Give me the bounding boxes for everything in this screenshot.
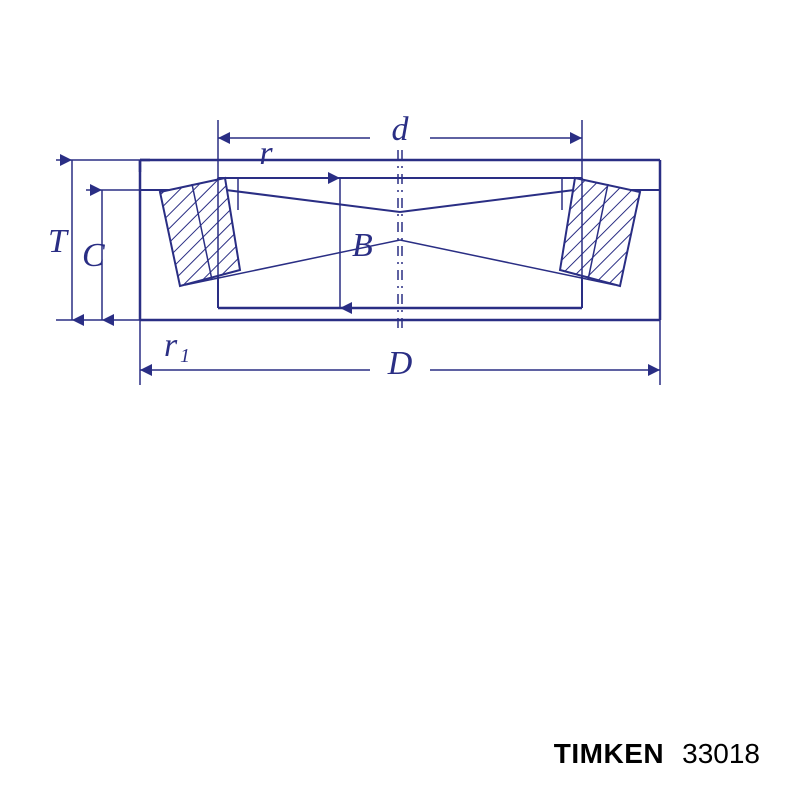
label-d: d: [392, 111, 410, 148]
roller-left: [160, 178, 240, 286]
label-T: T: [48, 223, 69, 260]
label-D: D: [387, 345, 413, 382]
bearing-diagram: d r D B T C r 1: [40, 60, 760, 460]
brand-name: TIMKEN: [554, 738, 664, 770]
part-number: 33018: [682, 738, 760, 770]
label-r: r: [259, 135, 273, 172]
label-r1-sub: 1: [180, 345, 190, 367]
bearing-svg: d r D B T C r 1: [40, 60, 760, 460]
roller-right: [560, 178, 640, 286]
label-C: C: [82, 237, 105, 274]
label-r1: r: [164, 327, 178, 364]
label-r1-group: r 1: [164, 327, 190, 367]
label-B: B: [352, 227, 373, 264]
brand-row: TIMKEN 33018: [554, 738, 760, 770]
